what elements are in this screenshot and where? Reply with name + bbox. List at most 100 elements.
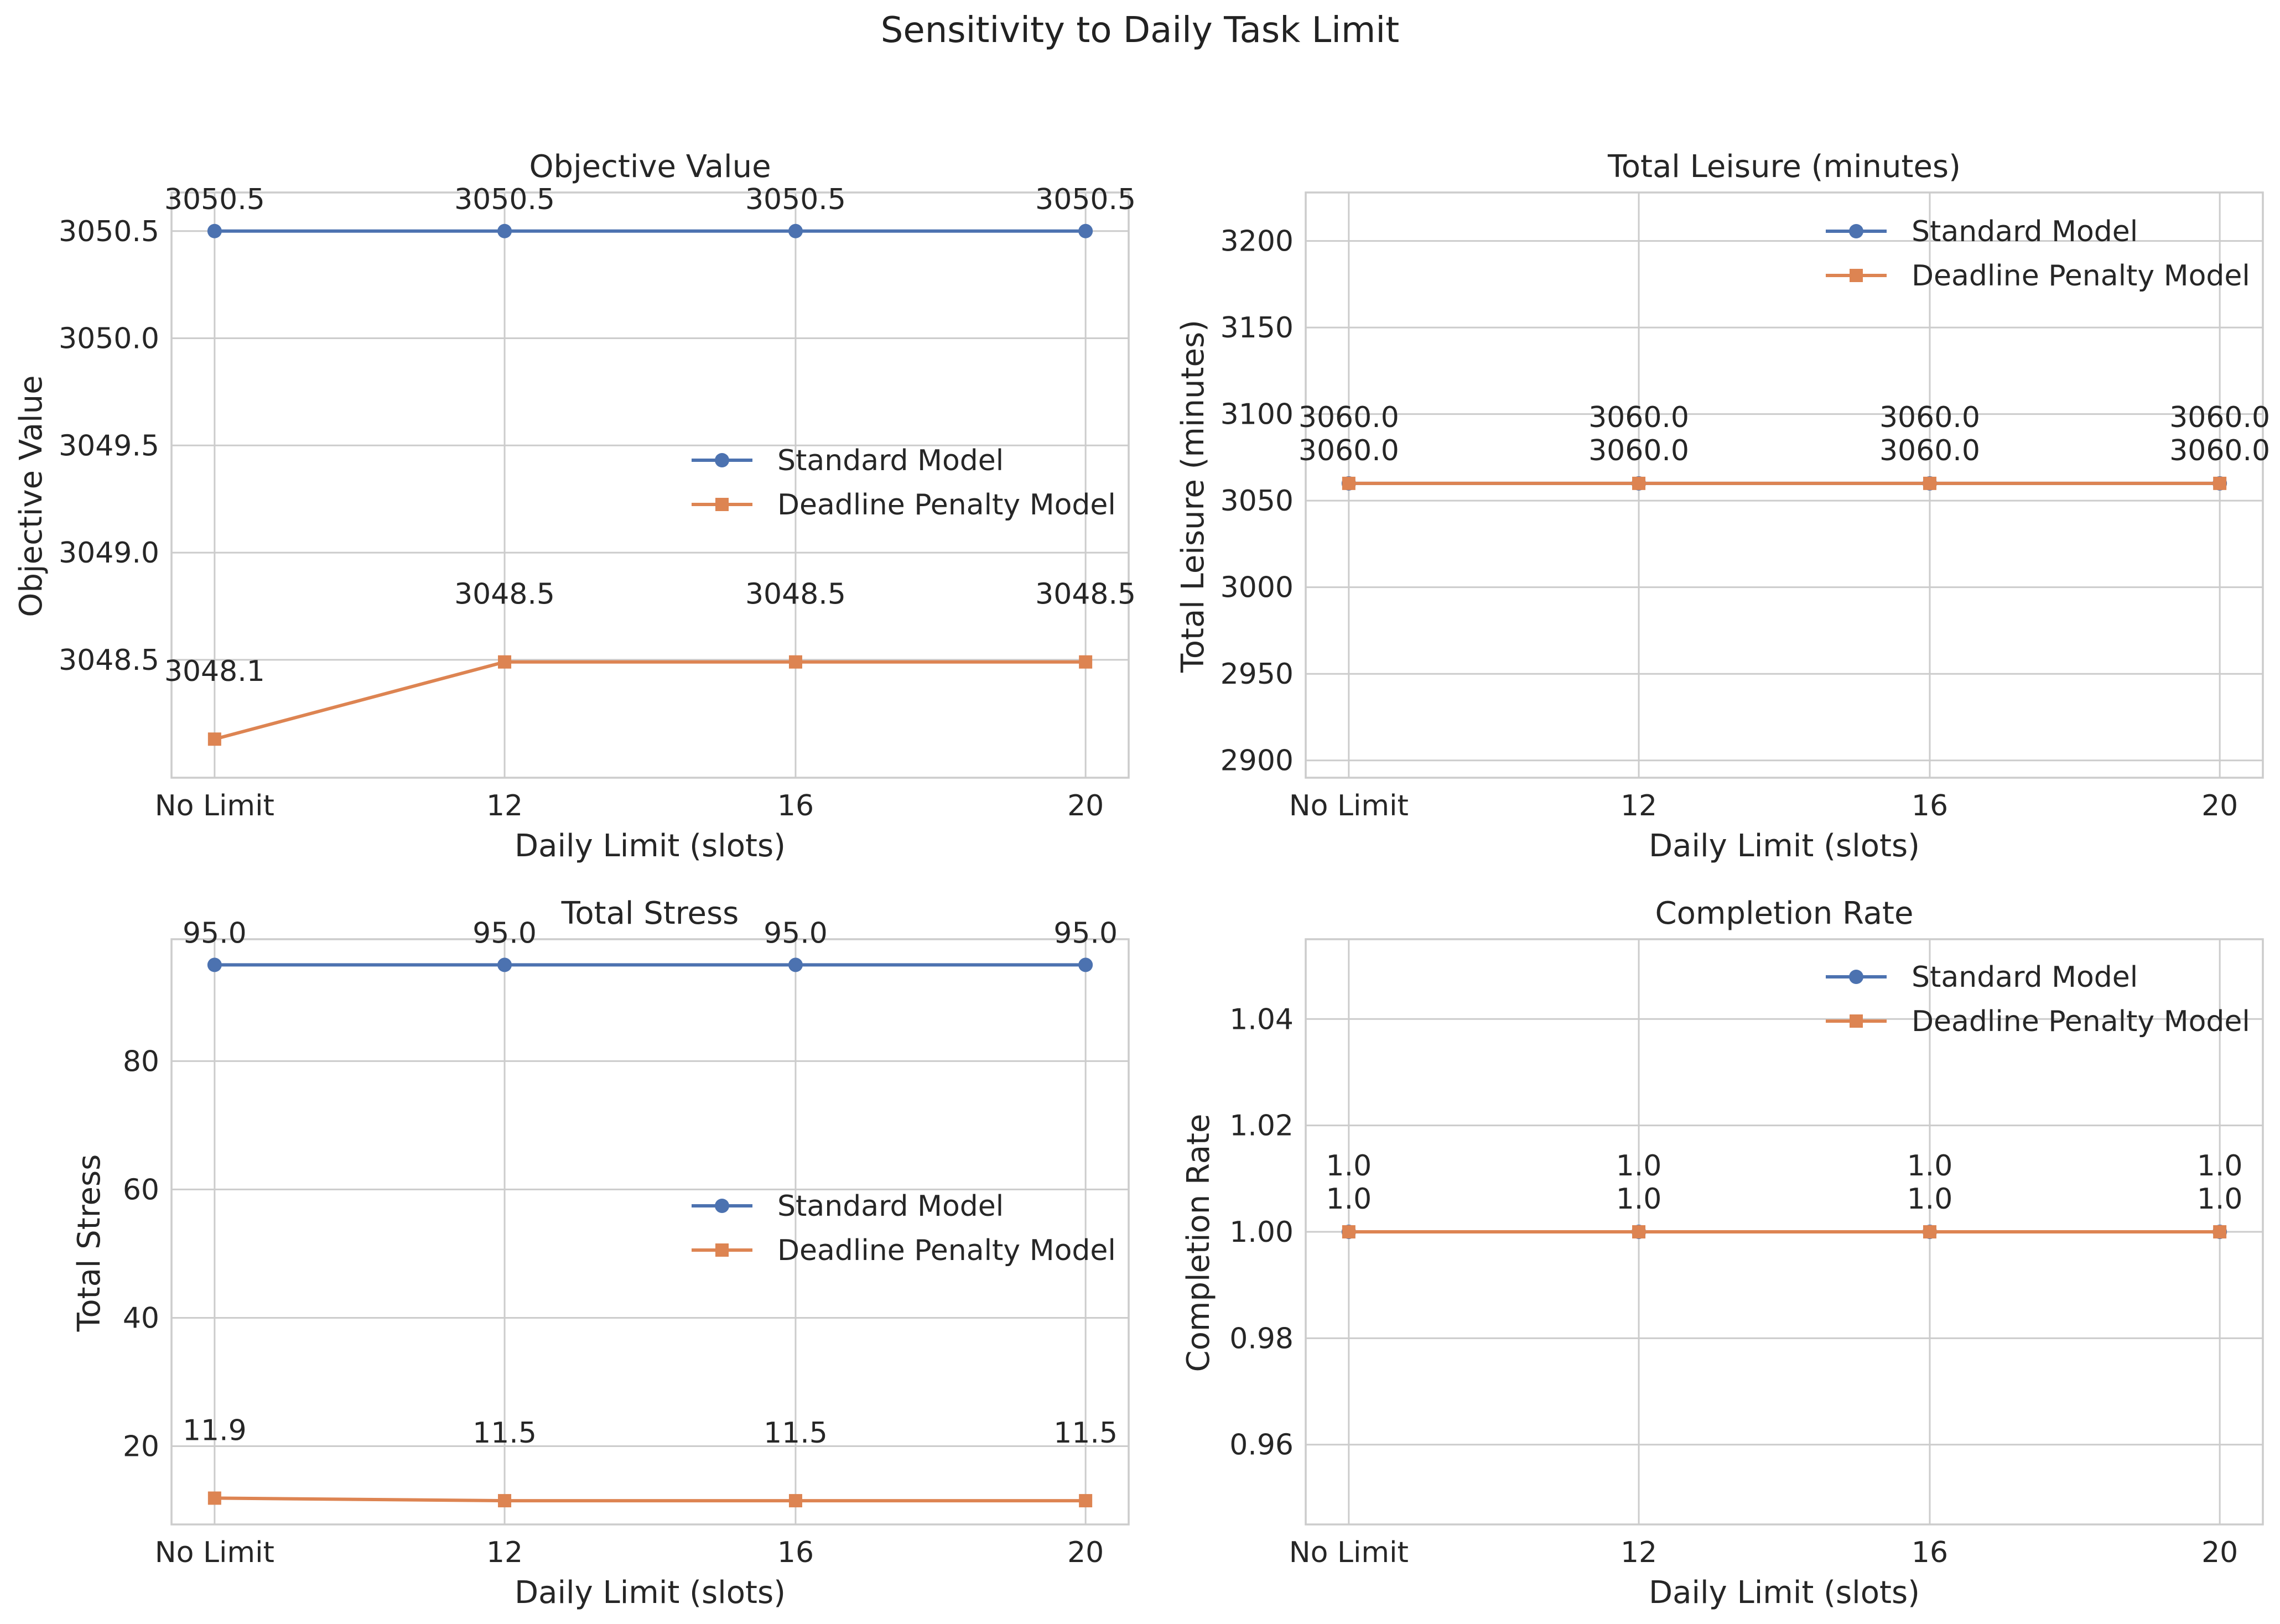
data-label: 3048.5 xyxy=(454,578,555,611)
data-point xyxy=(788,957,803,972)
axes-frame xyxy=(1305,938,2264,1526)
x-tick-label: No Limit xyxy=(155,1536,274,1569)
x-tick-label: 16 xyxy=(1912,1536,1948,1569)
legend-label: Standard Model xyxy=(777,444,1004,477)
series-deadline-penalty-model xyxy=(207,655,1093,746)
data-label: 3060.0 xyxy=(1879,434,1980,467)
x-tick-label: 16 xyxy=(777,1536,814,1569)
data-point xyxy=(1632,476,1646,490)
legend: Standard Model Deadline Penalty Model xyxy=(1826,961,2250,1038)
data-point xyxy=(207,732,221,746)
data-point xyxy=(788,223,803,238)
data-label: 3048.5 xyxy=(1035,578,1136,611)
subplot-title: Total Leisure (minutes) xyxy=(1607,149,1961,185)
data-point xyxy=(497,957,512,972)
data-point xyxy=(2213,1225,2227,1238)
data-point xyxy=(788,1494,802,1508)
y-tick-label: 0.96 xyxy=(1229,1429,1294,1462)
data-point xyxy=(207,223,222,238)
x-axis-label: Daily Limit (slots) xyxy=(515,828,786,864)
axes-frame xyxy=(1305,191,2264,779)
data-label: 3060.0 xyxy=(2169,401,2270,434)
y-tick-label: 1.00 xyxy=(1229,1216,1294,1249)
legend-label: Standard Model xyxy=(1912,961,2138,994)
data-point xyxy=(1342,1225,1355,1238)
data-point xyxy=(498,1494,512,1508)
y-tick-label: 3049.5 xyxy=(59,429,159,462)
data-label: 3060.0 xyxy=(1588,434,1689,467)
y-tick-label: 1.02 xyxy=(1229,1110,1294,1143)
data-label: 3060.0 xyxy=(1879,401,1980,434)
data-point xyxy=(497,223,512,238)
data-point xyxy=(498,655,512,669)
y-axis-label: Objective Value xyxy=(13,375,49,617)
data-point xyxy=(207,957,222,972)
y-tick-label: 3100 xyxy=(1220,398,1294,431)
legend-marker xyxy=(1850,269,1863,282)
x-tick-label: 12 xyxy=(1621,789,1657,823)
data-point xyxy=(788,655,802,669)
axes-frame xyxy=(170,191,1130,779)
data-label: 11.9 xyxy=(183,1414,247,1447)
data-label: 95.0 xyxy=(183,917,247,950)
figure-title: Sensitivity to Daily Task Limit xyxy=(880,10,1400,51)
legend-marker xyxy=(715,1199,729,1213)
data-label: 1.0 xyxy=(2197,1183,2243,1216)
data-label: 3048.1 xyxy=(164,655,265,688)
legend-marker xyxy=(1849,224,1863,238)
data-point xyxy=(1923,476,1936,490)
legend-marker xyxy=(1850,1014,1863,1028)
x-tick-label: No Limit xyxy=(1289,789,1409,823)
x-tick-label: 16 xyxy=(777,789,814,823)
axes-frame xyxy=(170,938,1130,1526)
data-point xyxy=(1079,1494,1093,1508)
legend-label: Standard Model xyxy=(1912,215,2138,248)
subplot-3: No Limit 12 16 20 20 40 60 80 Daily Limit (slots… xyxy=(71,896,1130,1611)
subplot-1: No Limit 12 16 20 3048.5 3049.0 3049.5 3050.0 30… xyxy=(13,149,1136,864)
data-label: 3060.0 xyxy=(1299,434,1399,467)
x-axis-label: Daily Limit (slots) xyxy=(1649,828,1920,864)
legend-marker xyxy=(715,453,729,467)
legend-label: Deadline Penalty Model xyxy=(1912,1005,2250,1038)
data-label: 95.0 xyxy=(1053,917,1118,950)
data-point xyxy=(1078,957,1093,972)
data-label: 1.0 xyxy=(2197,1149,2243,1183)
data-label: 3050.5 xyxy=(745,183,846,216)
data-point xyxy=(1923,1225,1936,1238)
x-tick-label: 16 xyxy=(1912,789,1948,823)
data-point xyxy=(207,1491,221,1505)
subplot-2: No Limit 12 16 20 2900 2950 3000 3050 3100 3150 32… xyxy=(1175,149,2270,864)
x-tick-label: No Limit xyxy=(1289,1536,1409,1569)
legend-label: Deadline Penalty Model xyxy=(777,488,1116,522)
subplot-title: Total Stress xyxy=(561,896,739,931)
legend-label: Deadline Penalty Model xyxy=(777,1234,1116,1267)
x-tick-label: 20 xyxy=(2201,789,2238,823)
x-axis-label: Daily Limit (slots) xyxy=(1649,1575,1920,1611)
data-label: 1.0 xyxy=(1616,1149,1662,1183)
data-label: 11.5 xyxy=(472,1417,537,1450)
data-label: 1.0 xyxy=(1326,1183,1372,1216)
subplot-title: Objective Value xyxy=(529,149,771,185)
series-standard-model xyxy=(207,957,1093,972)
data-point xyxy=(1079,655,1093,669)
series-deadline-penalty-model xyxy=(1342,1225,2227,1238)
legend: Standard Model Deadline Penalty Model xyxy=(692,444,1116,522)
data-label: 1.0 xyxy=(1907,1149,1953,1183)
y-tick-label: 3049.0 xyxy=(59,537,159,570)
series-line xyxy=(214,1496,1086,1503)
y-tick-label: 1.04 xyxy=(1229,1003,1294,1036)
y-tick-label: 20 xyxy=(123,1430,159,1463)
data-label: 3060.0 xyxy=(1299,401,1399,434)
data-label: 3050.5 xyxy=(454,183,555,216)
series-deadline-penalty-model xyxy=(207,1491,1093,1508)
y-tick-label: 0.98 xyxy=(1229,1322,1294,1355)
x-tick-label: No Limit xyxy=(155,789,274,823)
data-label: 95.0 xyxy=(764,917,828,950)
y-tick-label: 3150 xyxy=(1220,311,1294,345)
y-tick-label: 60 xyxy=(123,1173,159,1206)
legend-marker xyxy=(1849,970,1863,984)
x-tick-label: 12 xyxy=(1621,1536,1657,1569)
data-label: 11.5 xyxy=(764,1417,828,1450)
series-line xyxy=(214,660,1086,741)
